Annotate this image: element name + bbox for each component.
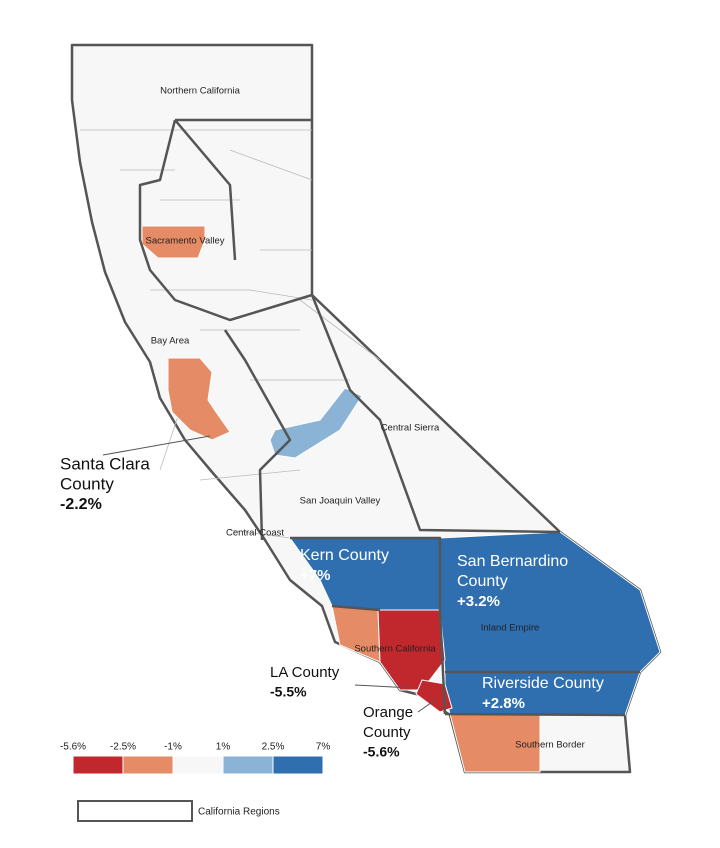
county-name: Kern County xyxy=(300,547,389,564)
county-lines xyxy=(80,129,381,539)
legend-tick: -2.5% xyxy=(110,742,136,753)
county-name: Riverside County xyxy=(482,675,604,692)
legend-regions-label: California Regions xyxy=(198,807,280,818)
region-label: Inland Empire xyxy=(481,623,540,634)
fresno-county xyxy=(269,387,363,459)
legend-tick: -5.6% xyxy=(60,742,86,753)
county-value: +7% xyxy=(300,567,330,584)
county-value: -2.2% xyxy=(60,496,102,513)
leader-lines xyxy=(102,435,436,713)
regions-legend-box xyxy=(77,800,193,822)
region-boundaries xyxy=(138,118,640,717)
legend-tick: -1% xyxy=(164,742,182,753)
region-label: San Joaquin Valley xyxy=(300,496,381,507)
county-name: County xyxy=(457,573,508,590)
legend-swatch xyxy=(122,755,174,775)
county-value: +2.8% xyxy=(482,695,525,712)
legend-swatch xyxy=(222,755,274,775)
county-value: -5.5% xyxy=(270,684,307,700)
legend-tick: 1% xyxy=(216,742,231,753)
region-label: Northern California xyxy=(160,86,240,97)
county-value: -5.6% xyxy=(363,744,400,760)
region-label: Bay Area xyxy=(151,336,190,347)
county-name: County xyxy=(363,724,411,741)
county-value: +3.2% xyxy=(457,593,500,610)
region-label: Central Coast xyxy=(226,528,284,539)
region-label: Southern California xyxy=(354,644,436,655)
county-name: LA County xyxy=(270,664,340,681)
region-label: Central Sierra xyxy=(381,423,440,434)
county-shape xyxy=(167,357,231,441)
legend-swatch xyxy=(272,755,324,775)
legend-swatch xyxy=(172,755,224,775)
legend-tick: 2.5% xyxy=(262,742,285,753)
legend-swatch xyxy=(72,755,124,775)
county-name: San Bernardino xyxy=(457,553,568,570)
region-label: Southern Border xyxy=(515,740,585,751)
legend-tick: 7% xyxy=(316,742,331,753)
county-name: Santa Clara xyxy=(60,454,150,473)
region-label: Sacramento Valley xyxy=(145,236,224,247)
county-name: Orange xyxy=(363,704,413,721)
county-name: County xyxy=(60,474,114,493)
